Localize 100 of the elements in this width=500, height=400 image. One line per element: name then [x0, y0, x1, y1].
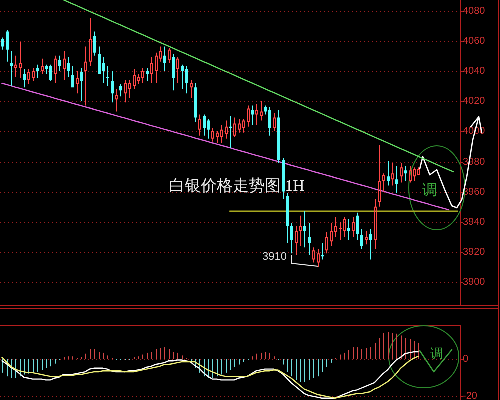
y-tick-label: 0 [463, 354, 469, 365]
candlestick [369, 229, 372, 260]
y-tick-label: 4020 [463, 96, 486, 107]
annotation: 调 [430, 346, 444, 361]
candlestick [198, 114, 201, 136]
candlestick [23, 68, 26, 88]
y-tick-label: 4060 [463, 36, 486, 47]
candlestick [119, 84, 122, 98]
candlestick [343, 216, 346, 238]
candlestick [176, 56, 179, 84]
line-series [62, 0, 454, 173]
candlestick [360, 229, 363, 250]
candlestick [251, 105, 254, 126]
candlestick [282, 158, 285, 200]
candlestick [168, 48, 171, 64]
candlestick [84, 46, 87, 106]
candlestick [268, 106, 271, 136]
candlestick [150, 56, 153, 84]
candlestick [378, 144, 381, 208]
candlestick [58, 55, 61, 72]
y-tick-label: 3920 [463, 247, 486, 258]
candlestick [233, 117, 236, 138]
candlestick [277, 110, 280, 164]
candlestick [220, 124, 223, 144]
candlestick [71, 66, 74, 88]
annotation: 调 [422, 182, 438, 199]
candlestick [124, 80, 127, 104]
candlestick [299, 215, 302, 247]
candlestick [356, 212, 359, 241]
candlestick [387, 161, 390, 186]
candlestick [225, 120, 228, 140]
candlestick [303, 210, 306, 248]
candlestick [41, 58, 44, 74]
candlestick [211, 128, 214, 142]
candlestick [321, 242, 324, 260]
candlestick [36, 64, 39, 80]
candlestick [27, 68, 30, 86]
candlestick [260, 100, 263, 122]
candlestick [413, 167, 416, 182]
candlestick [247, 105, 250, 128]
candlestick [409, 166, 412, 184]
candlestick [163, 46, 166, 72]
candlestick [290, 222, 293, 254]
candlestick [308, 222, 311, 256]
candlestick [115, 88, 118, 112]
candlestick [10, 50, 13, 87]
candlestick [365, 230, 368, 246]
candlestick [93, 31, 96, 56]
candlestick [181, 64, 184, 90]
candlestick [111, 70, 114, 104]
candlestick [325, 232, 328, 254]
candlestick [339, 221, 342, 241]
annotation: 3910 [262, 251, 287, 263]
candlestick [404, 166, 407, 182]
candlestick [14, 55, 17, 78]
candlestick [89, 18, 92, 67]
candlestick [1, 37, 4, 50]
candlestick [128, 80, 131, 99]
candlestick [146, 67, 149, 82]
y-tick-label: 4080 [463, 6, 486, 17]
candlestick [347, 218, 350, 241]
y-tick-label: 4040 [463, 66, 486, 77]
candlestick [76, 70, 79, 94]
candlestick [67, 56, 70, 78]
candlestick [190, 80, 193, 99]
candlestick [382, 173, 385, 192]
candlestick [273, 112, 276, 132]
candlestick [194, 82, 197, 123]
candlestick [352, 216, 355, 238]
y-tick-label: 3900 [463, 277, 486, 288]
candlestick [374, 198, 377, 250]
candlestick [32, 67, 35, 82]
candlestick [54, 55, 57, 84]
candlestick [229, 116, 232, 148]
candlestick [106, 66, 109, 87]
candlestick [63, 50, 66, 81]
line-series [2, 82, 450, 211]
candlestick [238, 118, 241, 134]
candlestick [207, 118, 210, 140]
candlestick [317, 248, 320, 268]
candlestick [49, 64, 52, 82]
candlestick [286, 192, 289, 244]
candlestick [312, 247, 315, 264]
candlestick [400, 162, 403, 184]
candlestick [133, 68, 136, 90]
candlestick [203, 114, 206, 136]
candlestick [80, 67, 83, 102]
candlestick [295, 226, 298, 256]
candlestick [141, 67, 144, 84]
candlestick [6, 30, 9, 62]
candlestick [395, 166, 398, 194]
candlestick [19, 42, 22, 80]
y-tick-label: -20 [463, 391, 478, 400]
y-tick-label: 3940 [463, 217, 486, 228]
candlestick [255, 104, 258, 126]
text: 白银价格走势图 1H [169, 177, 306, 196]
candlestick [172, 54, 175, 92]
candlestick [185, 66, 188, 94]
candlestick [242, 118, 245, 134]
candlestick [391, 162, 394, 186]
